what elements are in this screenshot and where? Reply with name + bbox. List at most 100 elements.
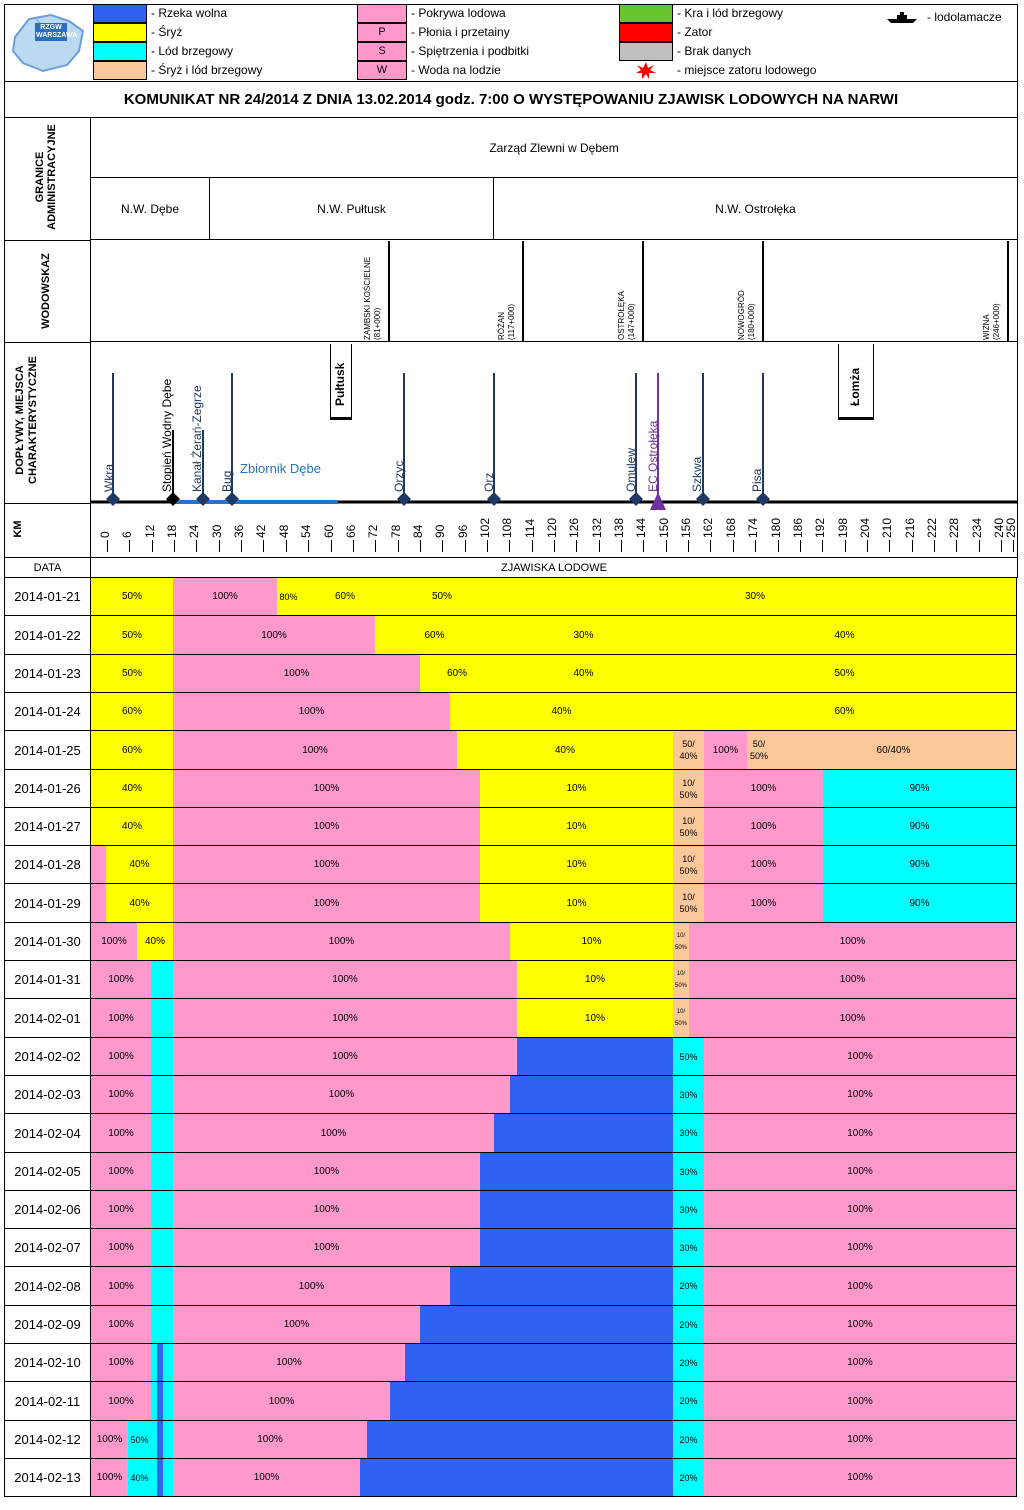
row-date: 2014-01-28: [4, 846, 91, 884]
ice-segment: 100%: [704, 1038, 1017, 1076]
ice-segment: [390, 1382, 674, 1421]
km-tick: [419, 540, 421, 552]
km-tick-label: 198: [835, 517, 850, 538]
km-tick: [866, 540, 868, 552]
ice-segment: 90%: [823, 884, 1017, 923]
km-tick-label: 120: [545, 517, 559, 538]
tributary-mouth-marker: [756, 492, 770, 506]
km-tick-label: 30: [209, 524, 224, 538]
ice-segment: 100%: [173, 923, 511, 961]
km-tick: [732, 540, 734, 552]
legend-swatch: [93, 4, 147, 23]
row-date: 2014-01-30: [4, 923, 91, 961]
legend-label: - Rzeka wolna: [151, 6, 228, 20]
legend-label: - Kra i lód brzegowy: [677, 6, 784, 20]
ice-segment: 100%: [173, 1229, 481, 1267]
ice-segment: 30%: [494, 578, 1017, 616]
star-icon: [636, 62, 656, 79]
ice-segment: 50%: [91, 616, 174, 655]
row-date: 2014-02-07: [4, 1229, 91, 1267]
legend-swatch: [619, 4, 673, 23]
km-tick-label: 12: [142, 524, 157, 538]
km-tick: [330, 540, 332, 552]
admin-unit-debe: N.W. Dębe: [91, 178, 210, 240]
km-tick-label: 72: [366, 524, 381, 538]
ship-icon: [885, 11, 919, 29]
km-tick: [777, 540, 779, 552]
ice-segment: 100%: [704, 1267, 1017, 1306]
ice-segment: 100%: [173, 693, 451, 731]
ice-segment: 60/40%: [771, 731, 1017, 770]
ice-segment: 10%: [480, 884, 674, 923]
ice-segment: 100%: [704, 770, 824, 808]
ice-segment: 40%: [128, 1459, 152, 1497]
ice-segment: 40%: [106, 846, 174, 884]
km-tick: [844, 540, 846, 552]
ice-segment: 20%: [673, 1421, 705, 1459]
km-tick-label: 228: [947, 517, 962, 538]
ice-segment: 100%: [91, 1306, 152, 1344]
legend-area: RZGW WARSZAWA - Rzeka wolna - Śryż - Lód b…: [4, 4, 1018, 82]
km-tick-label: 180: [768, 517, 783, 538]
legend-label: - Spiętrzenia i podbitki: [411, 44, 530, 58]
ice-segment: 20%: [673, 1306, 705, 1344]
ice-segment: 100%: [91, 1344, 152, 1382]
row-date: 2014-01-24: [4, 693, 91, 731]
legend-label: - Lód brzegowy: [151, 44, 234, 58]
legend-swatch: S: [357, 42, 407, 61]
km-tick-label: 162: [701, 517, 716, 538]
ice-segment: 100%: [173, 616, 376, 655]
ice-segment: [405, 1344, 674, 1382]
ice-segment: 100%: [91, 1459, 129, 1497]
ice-segment: 50%: [673, 1038, 705, 1076]
km-tick-label: 6: [120, 531, 135, 538]
ice-segment: 100%: [173, 1114, 495, 1153]
town-label: Łomża: [848, 367, 862, 406]
ice-segment: 100%: [91, 999, 152, 1038]
tributary-mouth-marker: [487, 492, 501, 506]
ice-segment: 40%: [673, 616, 1017, 655]
ice-segment: 60%: [673, 693, 1017, 731]
ice-segment: 10/ 50%: [673, 808, 705, 846]
km-tick-label: 54: [299, 524, 314, 538]
ice-segment: 10%: [517, 999, 674, 1038]
ice-segment: 100%: [173, 961, 518, 999]
ice-segment: [367, 1421, 674, 1459]
ice-segment: 40%: [106, 884, 174, 923]
ice-segment: 50%: [128, 1421, 152, 1459]
ice-segment: 100%: [704, 1191, 1017, 1229]
ice-segment: 60%: [91, 731, 174, 770]
tributary-label: Orzyc: [392, 460, 406, 492]
ice-segment: [480, 1191, 674, 1229]
ice-segment: 100%: [704, 808, 824, 846]
ice-segment: 40%: [457, 731, 674, 770]
km-tick: [352, 540, 354, 552]
row-date: 2014-02-06: [4, 1191, 91, 1229]
km-row: [91, 503, 1018, 558]
legend-swatch: W: [357, 61, 407, 80]
ice-segment: 10/ 50%: [673, 923, 690, 961]
ice-segment: 100%: [704, 1229, 1017, 1267]
tributary-mouth-marker: [397, 492, 411, 506]
ice-segment: 100%: [689, 923, 1017, 961]
ice-segment: 40%: [137, 923, 174, 961]
page-title: KOMUNIKAT NR 24/2014 Z DNIA 13.02.2014 g…: [123, 91, 899, 108]
km-tick: [643, 540, 645, 552]
km-tick-label: 114: [522, 518, 537, 538]
km-tick: [486, 540, 488, 552]
km-tick-label: 96: [455, 524, 470, 538]
ice-segment: 20%: [673, 1459, 705, 1497]
ice-segment: 10/ 50%: [673, 999, 690, 1038]
tributary-label: Szkwa: [690, 456, 704, 492]
legend-label: - Woda na lodzie: [411, 63, 501, 77]
row-date: 2014-02-11: [4, 1382, 91, 1421]
km-tick-label: 36: [232, 524, 247, 538]
ice-segment: [517, 1038, 674, 1076]
ice-segment: 100%: [173, 1344, 406, 1382]
km-tick: [621, 540, 623, 552]
ice-segment: 100%: [173, 808, 481, 846]
km-tick: [531, 540, 533, 552]
km-tick: [933, 540, 935, 552]
ice-segment: 50%: [390, 578, 495, 616]
km-tick-label: 174: [746, 517, 761, 538]
